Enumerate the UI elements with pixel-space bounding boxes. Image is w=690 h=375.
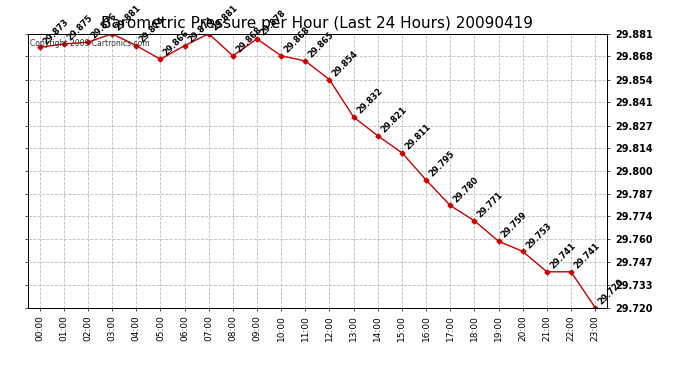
- Text: 29.874: 29.874: [186, 15, 215, 44]
- Text: 29.741: 29.741: [573, 241, 602, 270]
- Text: 29.873: 29.873: [41, 17, 70, 46]
- Text: 29.832: 29.832: [355, 87, 384, 116]
- Text: 29.821: 29.821: [380, 105, 408, 134]
- Text: 29.874: 29.874: [138, 15, 167, 44]
- Text: 29.881: 29.881: [114, 3, 143, 32]
- Text: 29.854: 29.854: [331, 49, 360, 78]
- Text: 29.875: 29.875: [66, 13, 95, 43]
- Text: 29.881: 29.881: [210, 3, 239, 32]
- Text: 29.868: 29.868: [283, 25, 312, 54]
- Text: 29.741: 29.741: [549, 241, 578, 270]
- Text: 29.866: 29.866: [162, 28, 191, 58]
- Text: 29.868: 29.868: [235, 25, 264, 54]
- Text: 29.878: 29.878: [259, 8, 288, 38]
- Text: 29.811: 29.811: [404, 122, 433, 152]
- Text: 29.795: 29.795: [428, 149, 457, 178]
- Text: Copyright 2009 Cartronics.com: Copyright 2009 Cartronics.com: [30, 39, 150, 48]
- Text: 29.865: 29.865: [307, 30, 336, 60]
- Text: 29.876: 29.876: [90, 12, 119, 41]
- Text: 29.771: 29.771: [476, 190, 505, 219]
- Text: 29.753: 29.753: [524, 221, 553, 250]
- Text: 29.720: 29.720: [597, 277, 626, 306]
- Text: 29.780: 29.780: [452, 175, 481, 204]
- Text: 29.759: 29.759: [500, 211, 529, 240]
- Title: Barometric Pressure per Hour (Last 24 Hours) 20090419: Barometric Pressure per Hour (Last 24 Ho…: [101, 16, 533, 31]
